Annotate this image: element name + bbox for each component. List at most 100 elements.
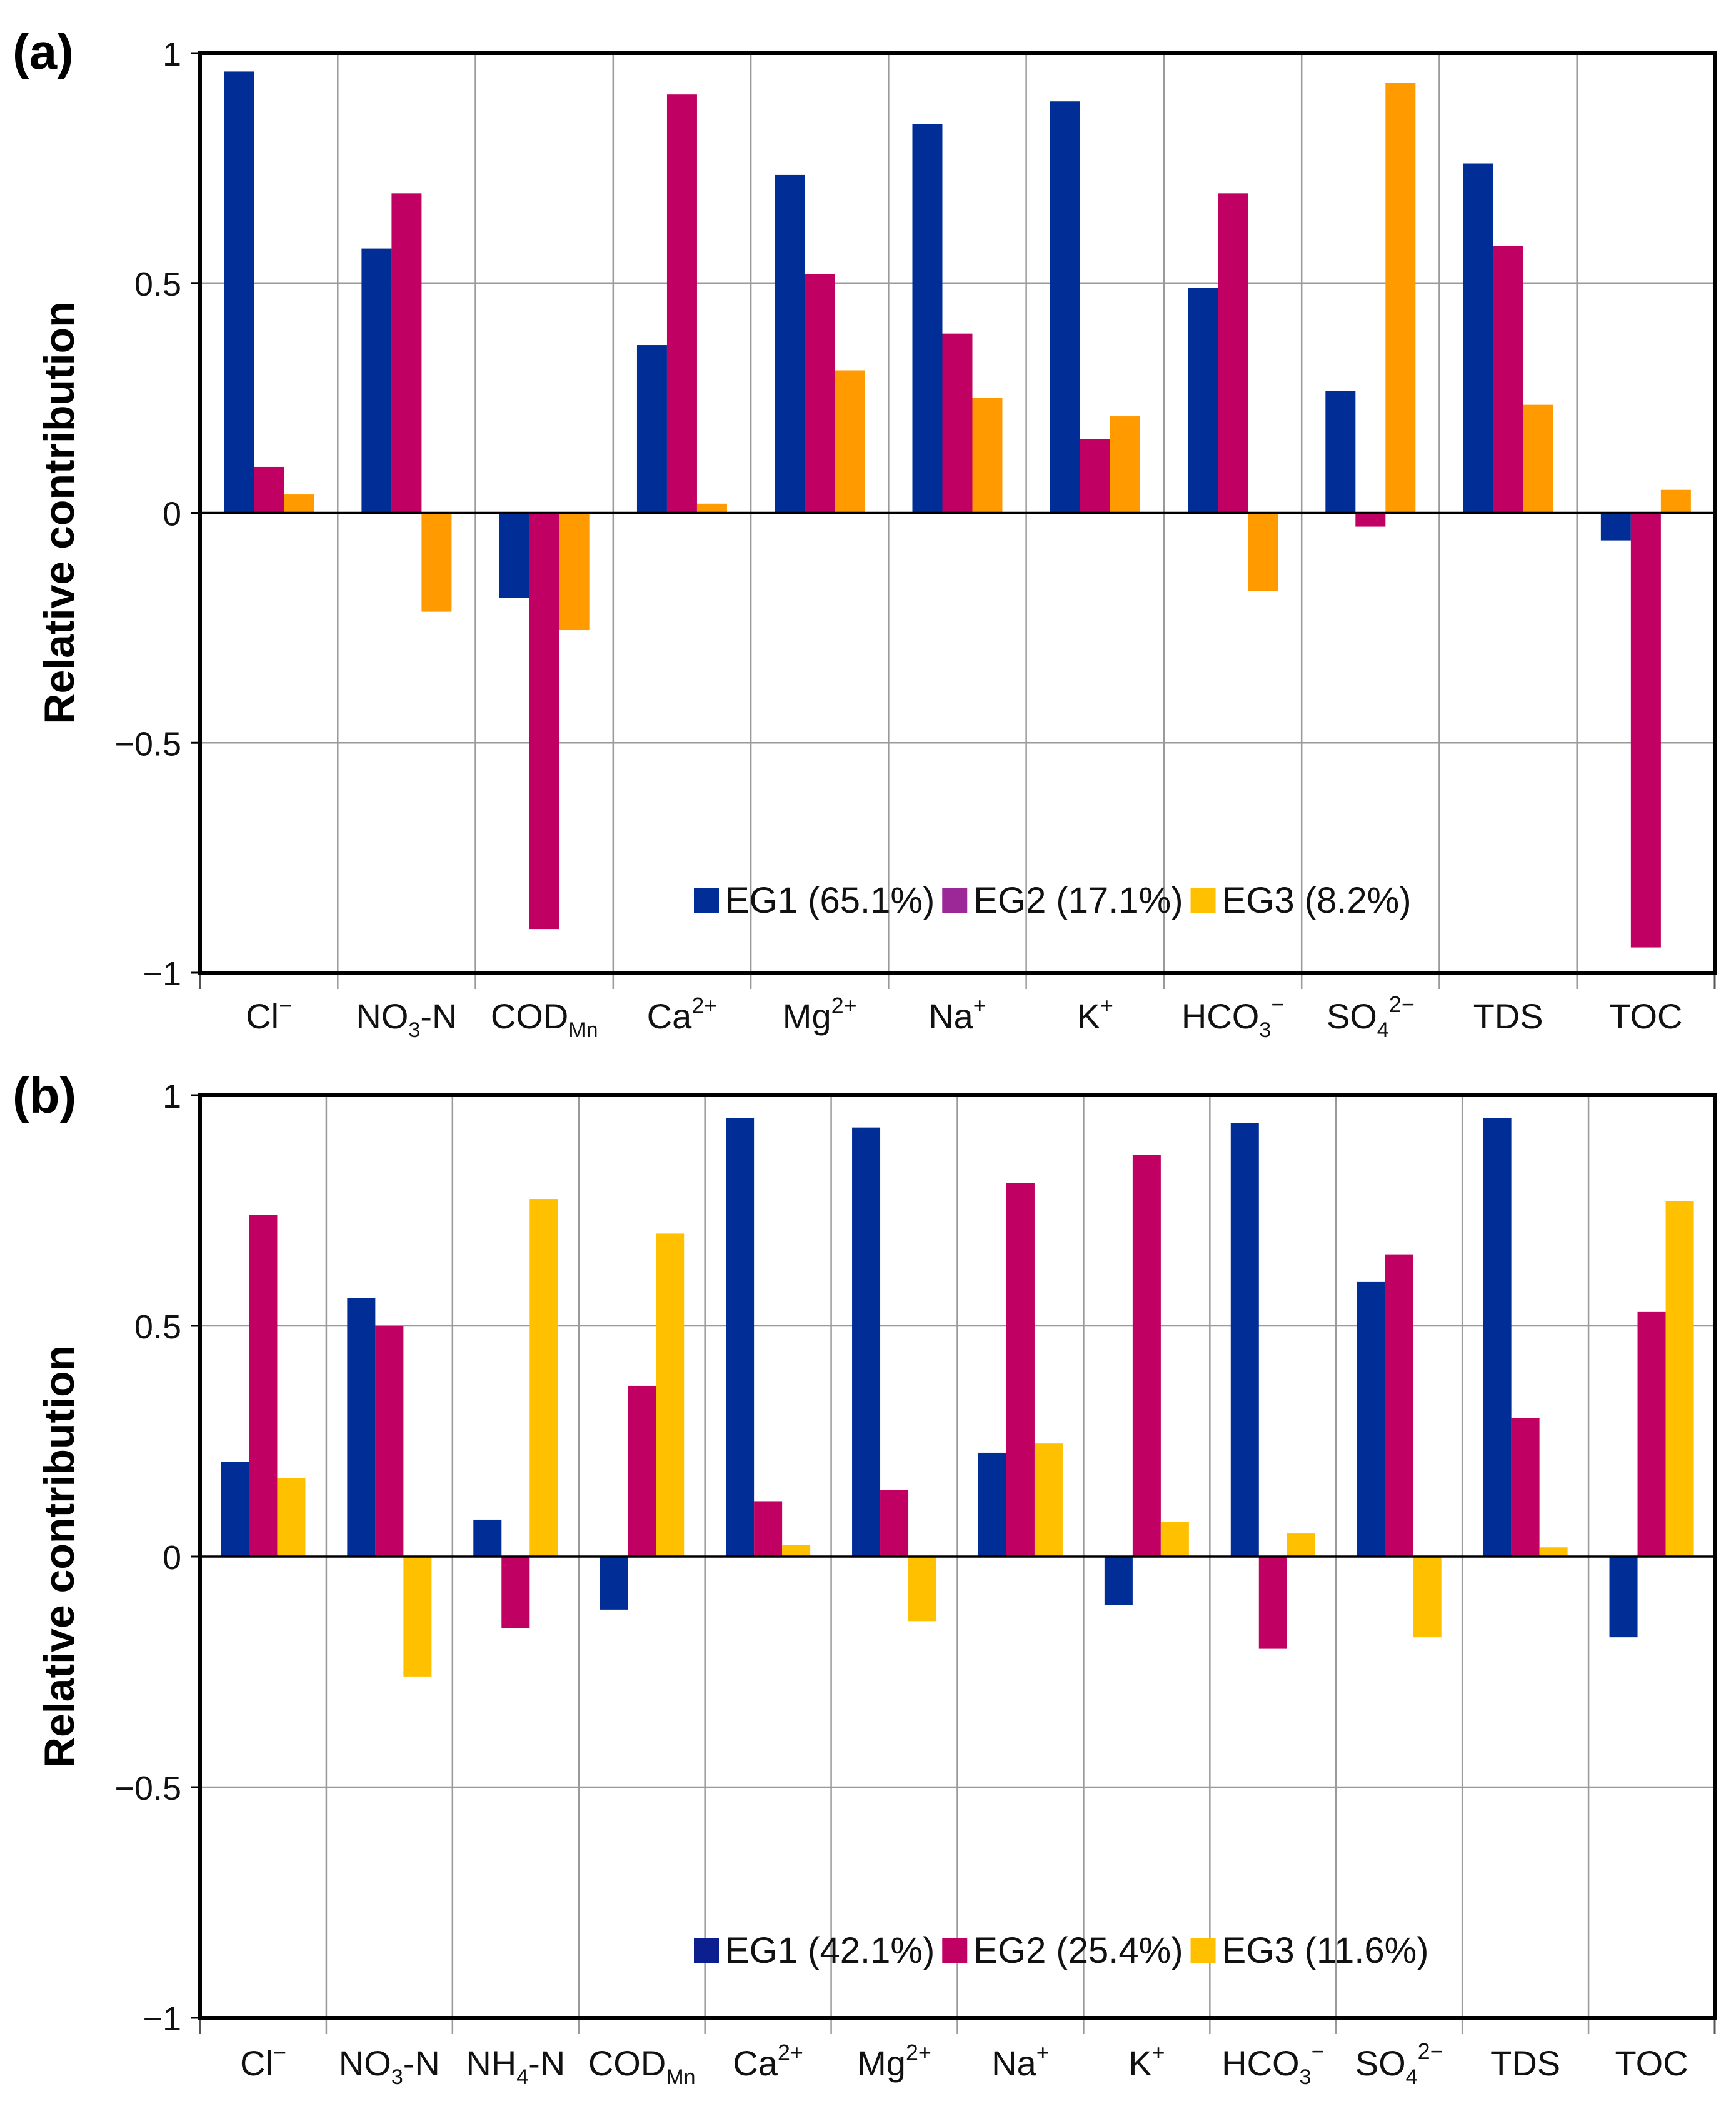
x-tick-sub: 4 [1406,2065,1418,2089]
bar-series-2 [1080,439,1110,513]
bar-series-1 [361,248,392,513]
bar-series-2 [529,513,559,930]
x-tick-label: TDS [1490,2043,1560,2083]
y-tick-label: 1 [163,1078,181,1115]
bar-series-1 [600,1557,628,1610]
x-tick-label: TOC [1609,996,1682,1036]
x-tick-sub: 3 [408,1018,420,1042]
bar-series-3 [1110,416,1140,513]
x-tick-label: NH4-N [466,2043,565,2089]
x-tick-sub: 3 [1259,1018,1271,1042]
x-tick-main: NO [339,2043,391,2083]
y-tick-label: 0.5 [134,266,181,303]
x-tick-label: Mg2+ [783,993,857,1036]
x-tick-main: SO [1327,996,1377,1036]
bar-series-1 [1483,1118,1512,1557]
bar-series-2 [1355,513,1386,527]
x-tick-label: HCO3− [1222,2038,1324,2089]
bar-series-2 [880,1489,909,1557]
bar-series-1 [1609,1557,1638,1638]
x-tick-label: Cl− [240,2040,286,2083]
x-tick-main: Mg [857,2043,906,2083]
panel-label: (b) [13,1068,76,1123]
x-tick-sup: + [973,993,986,1018]
legend-swatch-2 [942,1938,968,1963]
bar-series-2 [942,333,973,513]
y-axis-label: Relative contribution [36,301,83,724]
bar-series-3 [403,1557,432,1677]
x-tick-main: HCO [1182,996,1259,1036]
x-tick-label: NO3-N [356,996,457,1042]
y-tick-label: −1 [143,2000,181,2038]
bar-series-1 [499,513,529,598]
y-axis-label: Relative contribution [36,1345,83,1768]
x-tick-main: Cl [240,2043,273,2083]
x-tick-after: -N [528,2043,565,2083]
x-tick-sup: 2− [1418,2038,1443,2064]
x-tick-main: Mg [783,996,831,1036]
bar-series-1 [852,1127,881,1557]
bar-series-2 [666,94,697,513]
x-tick-main: Cl [246,996,279,1036]
y-tick-label: −0.5 [114,725,181,763]
x-tick-label: K+ [1128,2040,1165,2083]
x-tick-main: Ca [647,996,692,1036]
bar-series-2 [1006,1183,1035,1557]
x-tick-sub: 4 [516,2065,528,2089]
bar-series-3 [972,398,1003,513]
legend-label-3: EG3 (11.6%) [1222,1930,1429,1971]
bar-series-1 [775,174,805,513]
bar-series-1 [1357,1281,1385,1557]
x-tick-sub: 3 [391,2065,403,2089]
y-tick-label: −0.5 [114,1770,181,1807]
bar-series-1 [978,1452,1006,1557]
bar-series-3 [696,503,727,513]
x-tick-label: CODMn [491,996,598,1042]
panel-label: (a) [13,24,74,79]
plot-frame [198,1093,1717,2020]
x-tick-main: Ca [733,2043,778,2083]
x-tick-sup: − [279,993,292,1018]
bar-series-1 [224,71,254,513]
x-tick-main: HCO [1222,2043,1299,2083]
legend-swatch-1 [694,1938,719,1963]
bar-series-1 [347,1298,376,1557]
bar-series-3 [277,1478,306,1557]
bar-series-3 [284,494,314,513]
x-tick-label: Cl− [246,993,292,1036]
bar-series-3 [1539,1547,1568,1557]
x-tick-sup: + [1036,2040,1050,2065]
x-tick-main: Na [991,2043,1036,2083]
bar-series-1 [1188,288,1218,513]
bar-series-2 [1132,1155,1161,1557]
bar-series-3 [421,513,452,612]
x-tick-label: Na+ [928,993,986,1036]
x-tick-sub: 4 [1377,1018,1389,1042]
chart-panel-a: (a) 1 0.5 0 −0.5 −1 Relative contribution Cl− NO… [0,0,1736,1050]
x-tick-sup: − [273,2040,286,2065]
bar-series-3 [1385,83,1416,513]
bar-series-1 [726,1118,755,1557]
bar-series-3 [656,1233,685,1557]
x-tick-main: TOC [1609,996,1682,1036]
bar-series-2 [1218,193,1248,513]
legend-swatch-2 [942,888,968,913]
x-tick-label: TDS [1473,996,1543,1036]
x-tick-sub: Mn [666,2065,695,2089]
x-tick-label: Mg2+ [857,2040,931,2083]
legend-label-2: EG2 (25.4%) [973,1930,1183,1971]
bar-series-3 [1413,1557,1442,1638]
bar-series-2 [375,1326,404,1557]
legend-label-3: EG3 (8.2%) [1222,880,1412,921]
bar-series-3 [1160,1522,1189,1557]
x-tick-main: TDS [1490,2043,1560,2083]
x-tick-sup: 2+ [691,993,717,1018]
x-tick-main: Na [928,996,973,1036]
bar-series-2 [1637,1311,1666,1557]
x-tick-sup: − [1271,991,1284,1017]
legend-swatch-3 [1190,888,1216,913]
y-tick-label: 0 [163,496,181,533]
x-tick-main: COD [588,2043,666,2083]
